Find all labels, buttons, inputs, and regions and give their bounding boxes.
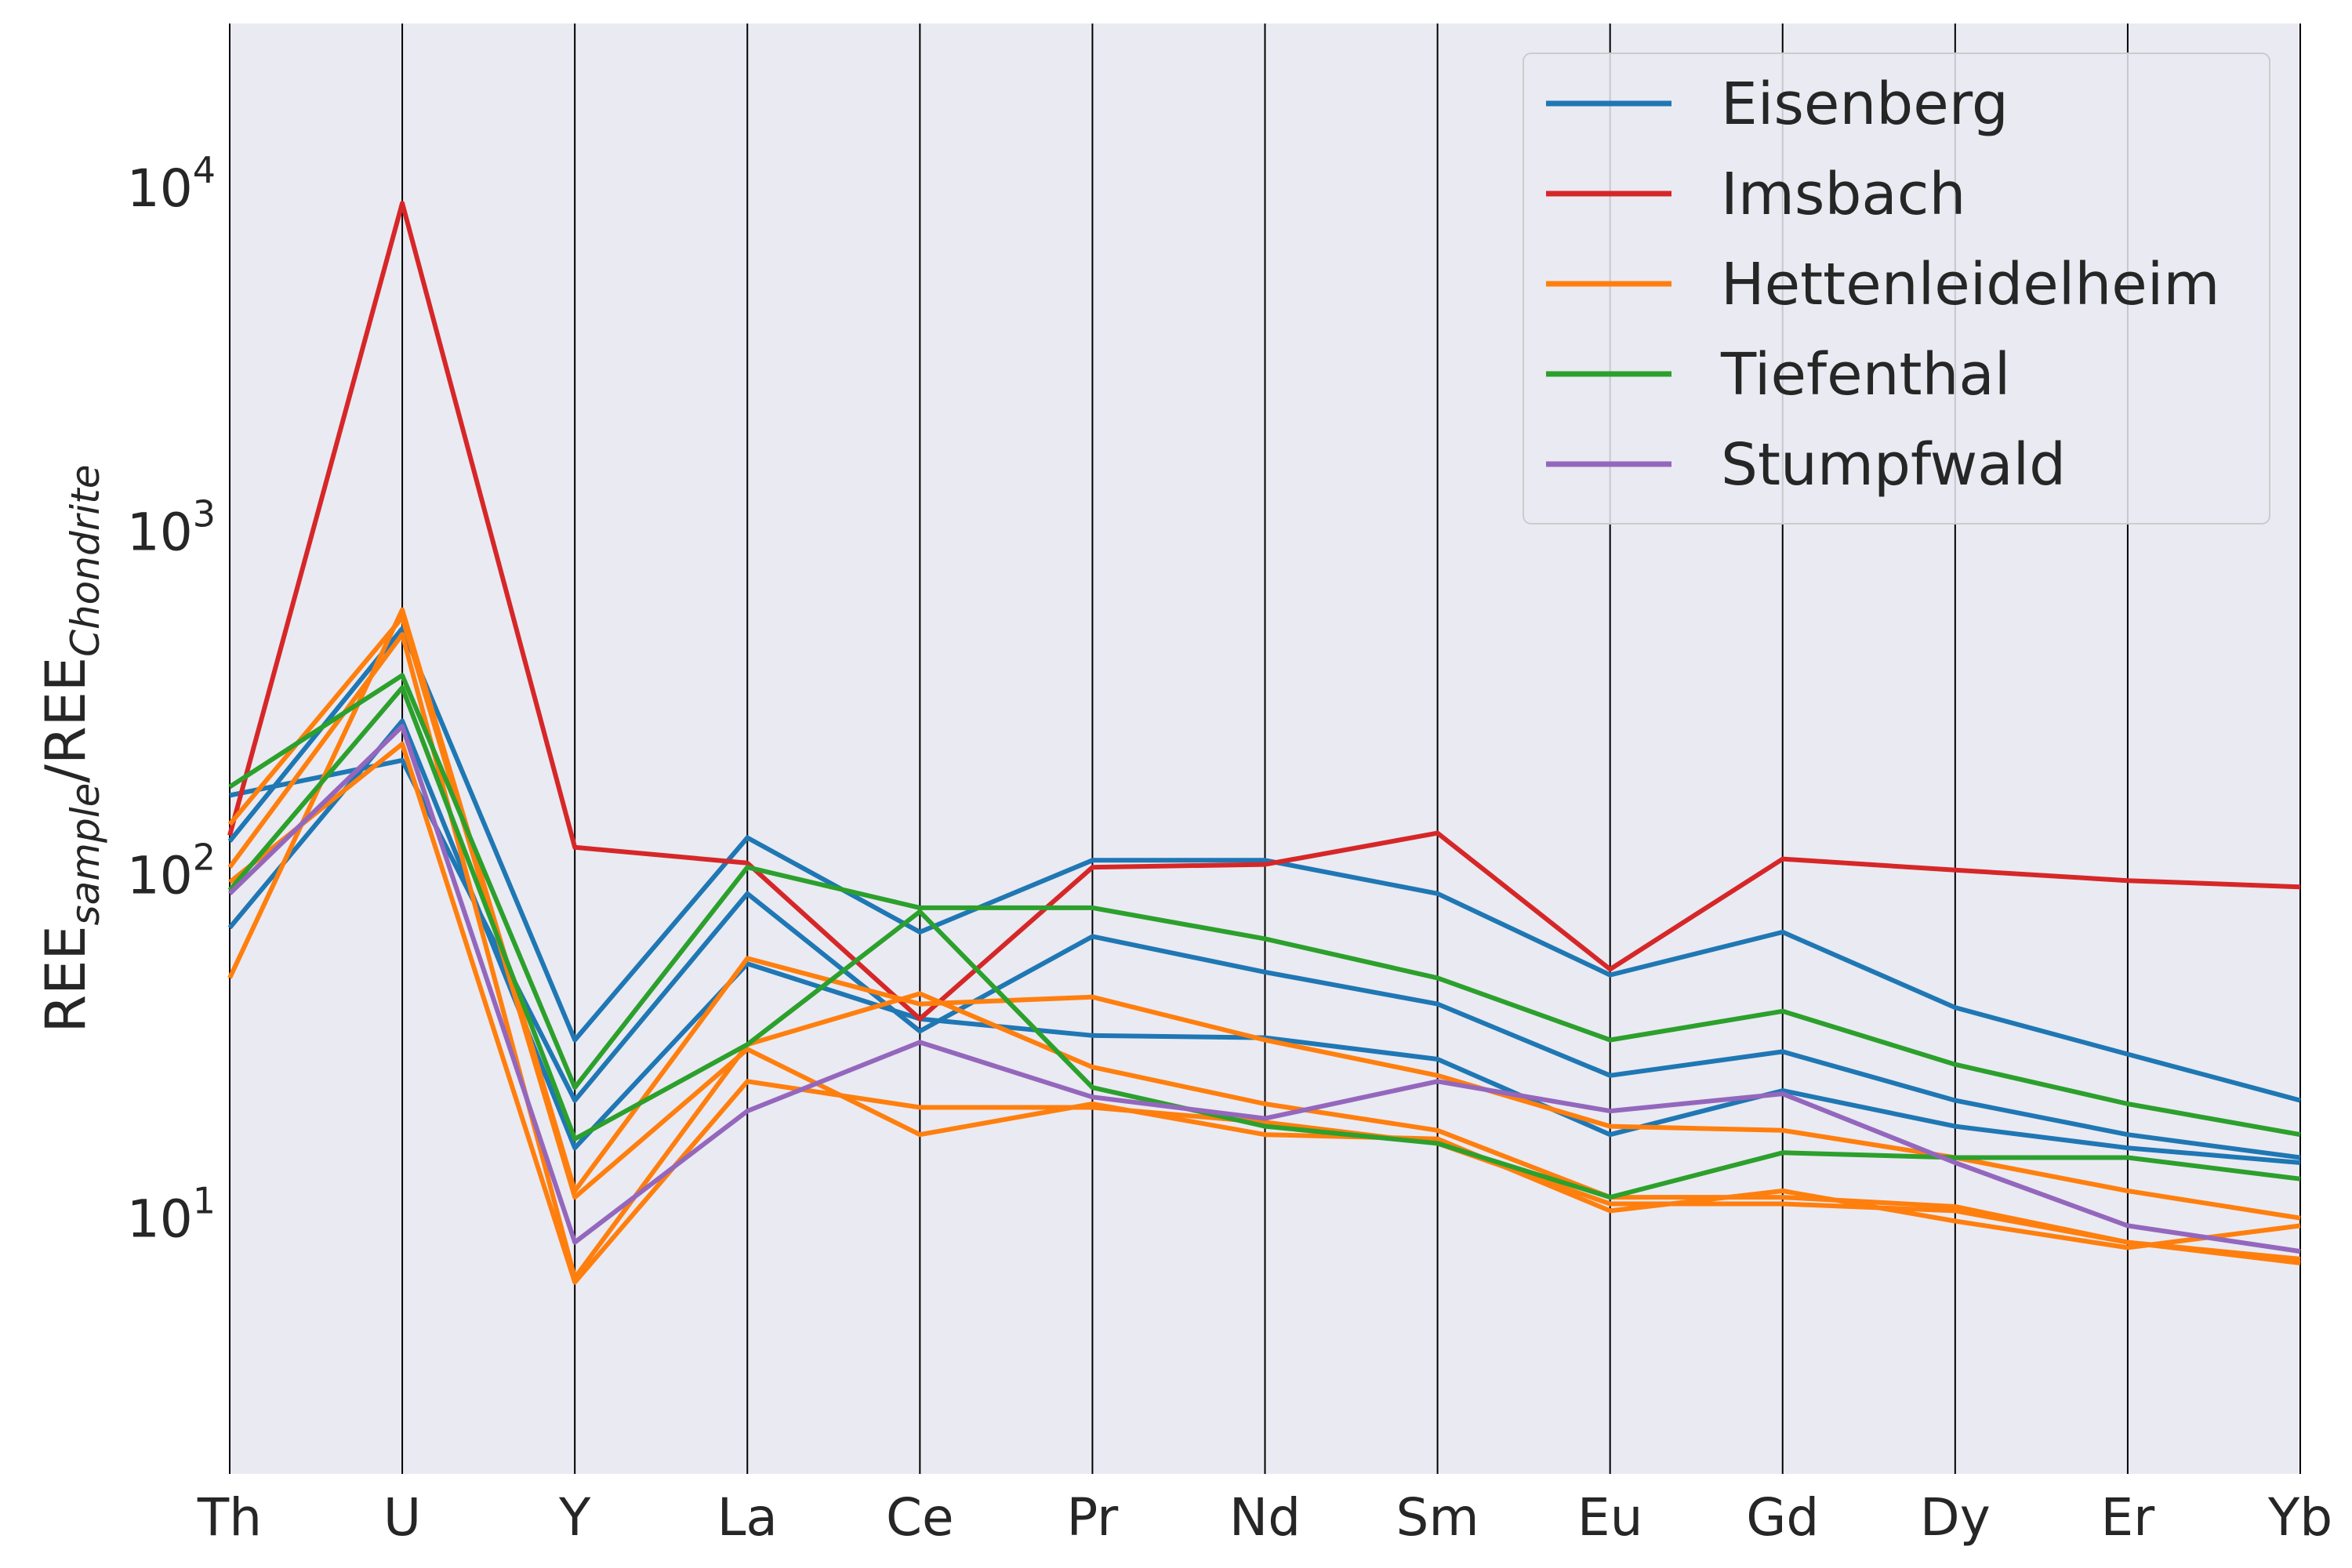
series-line-hettenleidelheim-8 — [228, 741, 2301, 1285]
y-tick-label-10000: 104 — [127, 149, 216, 219]
y-tick-label-1000: 103 — [127, 492, 216, 562]
series-line-tiefenthal-9 — [228, 673, 2301, 1138]
x-tick-label-ce: Ce — [886, 1487, 954, 1548]
x-tick-label-eu: Eu — [1577, 1487, 1643, 1548]
y-tick-labels: 101 102 103 104 — [127, 149, 216, 1250]
series-line-hettenleidelheim-7 — [227, 615, 2301, 1250]
x-tick-label-dy: Dy — [1920, 1487, 1991, 1548]
ylabel-sub2: Chondrite — [63, 464, 108, 656]
x-tick-label-y: Y — [558, 1487, 591, 1548]
series-lines — [227, 201, 2301, 1285]
ylabel-sub1: sample — [63, 783, 108, 926]
x-tick-label-er: Er — [2100, 1487, 2155, 1548]
legend-label-hettenleidelheim: Hettenleidelheim — [1721, 251, 2220, 318]
series-line-eisenberg-1 — [227, 626, 2301, 1103]
y-tick-label-100: 102 — [127, 836, 216, 906]
legend-box — [1523, 53, 2270, 524]
x-tick-label-sm: Sm — [1396, 1487, 1479, 1548]
x-tick-label-pr: Pr — [1067, 1487, 1120, 1548]
y-tick-label-10: 101 — [127, 1180, 216, 1250]
series-line-stumpfwald-11 — [227, 724, 2301, 1254]
legend-label-eisenberg: Eisenberg — [1721, 71, 2009, 138]
x-tick-label-u: U — [383, 1487, 421, 1548]
ylabel-main2: REE — [34, 657, 98, 764]
ylabel-main: REE — [34, 925, 98, 1033]
x-tick-label-yb: Yb — [2267, 1487, 2332, 1548]
ylabel-slash: / — [34, 764, 98, 783]
legend-label-tiefenthal: Tiefenthal — [1720, 341, 2010, 408]
legend: Eisenberg Imsbach Hettenleidelheim Tiefenth… — [1523, 53, 2270, 524]
y-axis-label: REEsample/REEChondrite — [34, 464, 108, 1033]
x-tick-label-gd: Gd — [1746, 1487, 1819, 1548]
x-tick-label-la: La — [717, 1487, 778, 1548]
series-line-tiefenthal-10 — [227, 685, 2301, 1200]
series-line-eisenberg-2 — [229, 757, 2301, 1160]
x-tick-label-nd: Nd — [1229, 1487, 1301, 1548]
x-tick-labels: Th U Y La Ce Pr Nd Sm Eu Gd Dy Er Yb — [197, 1487, 2332, 1548]
legend-label-stumpfwald: Stumpfwald — [1721, 431, 2066, 499]
x-tick-label-th: Th — [197, 1487, 262, 1548]
series-line-imsbach-4 — [227, 201, 2301, 1022]
legend-label-imsbach: Imsbach — [1721, 161, 1965, 228]
